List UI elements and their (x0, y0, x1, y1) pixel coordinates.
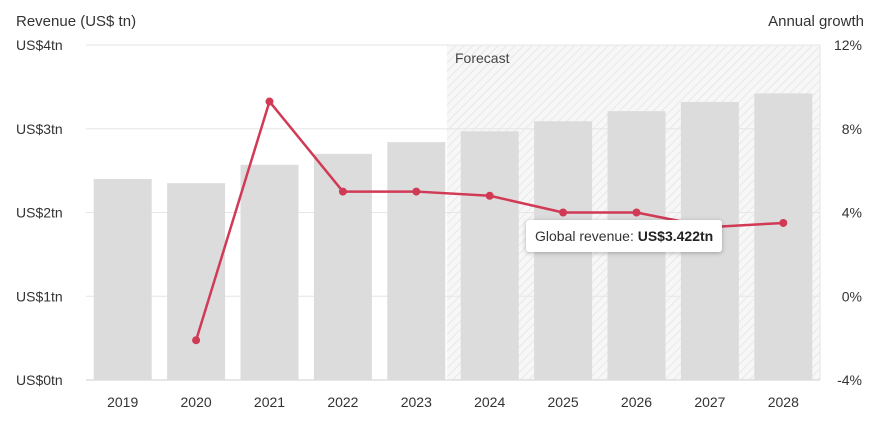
left-tick-label: US$2tn (16, 205, 63, 221)
revenue-bar-2028[interactable] (754, 93, 813, 380)
right-tick-label: -4% (837, 372, 862, 388)
tooltip-label: Global revenue: (535, 228, 634, 244)
revenue-bar-2024[interactable] (460, 131, 519, 380)
forecast-label: Forecast (455, 50, 510, 66)
growth-point-2023[interactable] (412, 187, 421, 196)
left-axis-title: Revenue (US$ tn) (16, 13, 136, 30)
tooltip-value: US$3.422tn (637, 228, 714, 244)
right-axis-title: Annual growth (768, 13, 864, 30)
x-tick-label: 2019 (107, 394, 138, 410)
revenue-bar-2019[interactable] (93, 179, 152, 380)
x-tick-label: 2023 (401, 394, 432, 410)
growth-point-2025[interactable] (559, 208, 568, 217)
revenue-tooltip: Global revenue: US$3.422tn (526, 220, 723, 252)
left-tick-label: US$1tn (16, 288, 63, 304)
x-tick-label: 2021 (254, 394, 285, 410)
growth-point-2024[interactable] (485, 191, 494, 200)
left-tick-label: US$3tn (16, 121, 63, 137)
growth-point-2026[interactable] (632, 208, 641, 217)
revenue-bar-2021[interactable] (240, 164, 299, 380)
revenue-bar-2023[interactable] (387, 142, 446, 380)
revenue-bar-2020[interactable] (167, 183, 226, 380)
growth-point-2020[interactable] (192, 336, 201, 345)
x-tick-label: 2027 (694, 394, 725, 410)
right-tick-label: 12% (834, 37, 862, 53)
left-tick-label: US$0tn (16, 372, 63, 388)
x-tick-label: 2020 (181, 394, 212, 410)
left-tick-label: US$4tn (16, 37, 63, 53)
growth-point-2022[interactable] (338, 187, 347, 196)
x-tick-label: 2026 (621, 394, 652, 410)
right-tick-label: 4% (842, 205, 862, 221)
growth-point-2028[interactable] (779, 218, 788, 227)
x-tick-label: 2024 (474, 394, 505, 410)
x-tick-label: 2025 (548, 394, 579, 410)
right-tick-label: 8% (842, 121, 862, 137)
x-tick-label: 2022 (327, 394, 358, 410)
right-tick-label: 0% (842, 288, 862, 304)
x-tick-label: 2028 (768, 394, 799, 410)
growth-point-2021[interactable] (265, 97, 274, 106)
